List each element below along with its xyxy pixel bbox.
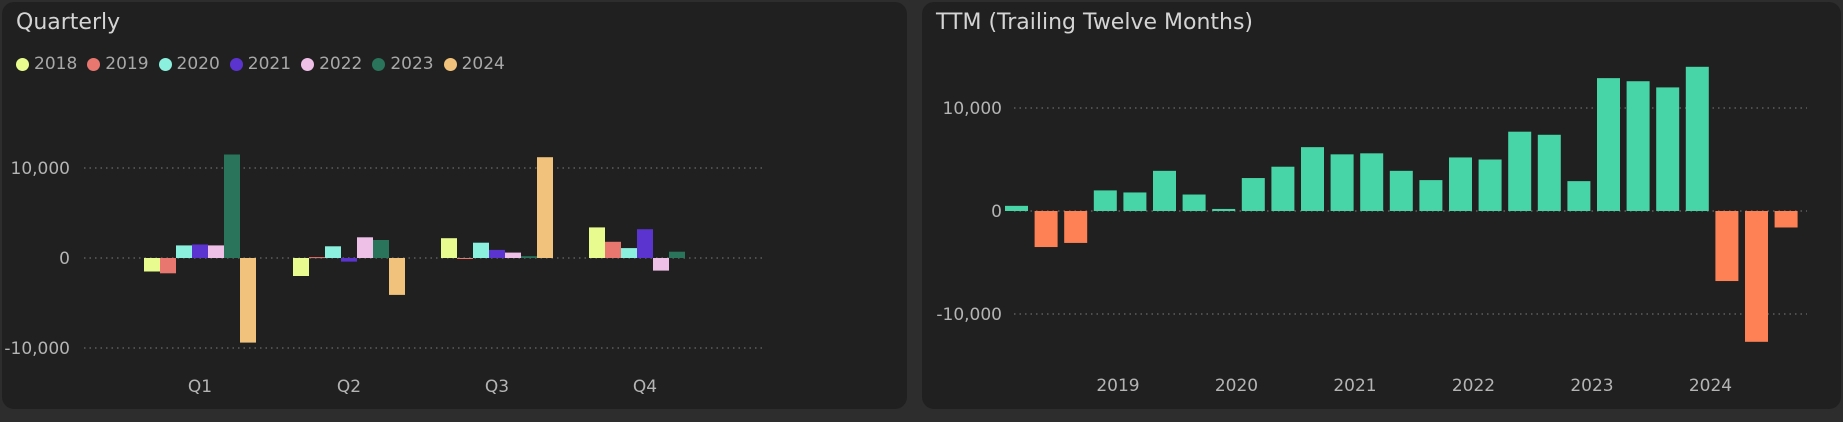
- ttm-bar: [1745, 211, 1768, 342]
- bar-2020-Q1: [176, 245, 192, 258]
- ttm-bar: [1093, 190, 1117, 211]
- x-tick-label: Q4: [633, 377, 657, 397]
- bar-2022-Q3: [505, 252, 521, 258]
- bar-2024-Q3: [537, 157, 553, 258]
- quarterly-legend[interactable]: 2018 2019 2020 2021 2022 2023 2024: [16, 54, 515, 74]
- bar-2019-Q4: [605, 241, 621, 258]
- ttm-bar: [1715, 211, 1739, 282]
- legend-label: 2022: [319, 54, 363, 74]
- ttm-panel: TTM (Trailing Twelve Months) -10,000 0 10,…: [922, 2, 1841, 409]
- ttm-bar: [1537, 134, 1561, 211]
- bar-2021-Q4: [637, 229, 653, 258]
- bar-2018-Q1: [144, 258, 160, 272]
- bar-2018-Q2: [293, 258, 309, 276]
- legend-swatch: [372, 57, 386, 71]
- bar-2022-Q1: [208, 245, 224, 258]
- ttm-bar-chart: -10,000 0 10,000 2019 2020 2021 2022 2023 2024: [936, 66, 1807, 396]
- ttm-bar: [1478, 159, 1502, 211]
- y-tick-label: 10,000: [11, 159, 70, 179]
- bar-2023-Q3: [521, 256, 537, 258]
- bar-2023-Q1: [224, 154, 240, 258]
- legend-swatch: [443, 57, 457, 71]
- legend-item-2024[interactable]: 2024: [443, 54, 505, 74]
- y-tick-label: 0: [991, 202, 1002, 222]
- ttm-bar: [1685, 66, 1709, 211]
- x-tick-label: 2023: [1570, 376, 1613, 396]
- bar-2021-Q2: [341, 258, 357, 262]
- legend-item-2022[interactable]: 2022: [301, 54, 362, 74]
- quarterly-title: Quarterly: [16, 10, 121, 35]
- x-tick-label: 2020: [1215, 376, 1258, 396]
- legend-item-2018[interactable]: 2018: [16, 54, 77, 74]
- legend-item-2023[interactable]: 2023: [372, 54, 434, 74]
- legend-swatch: [16, 57, 29, 71]
- ttm-bar: [1241, 178, 1265, 211]
- ttm-bar: [1212, 208, 1236, 211]
- legend-item-2020[interactable]: 2020: [158, 54, 220, 74]
- ttm-bar: [1123, 192, 1147, 211]
- bar-2022-Q4: [653, 258, 669, 271]
- bar-2024-Q2: [389, 258, 405, 295]
- ttm-title: TTM (Trailing Twelve Months): [936, 10, 1254, 35]
- legend-label: 2023: [390, 54, 434, 74]
- bar-2024-Q1: [240, 258, 256, 343]
- ttm-bar: [1034, 211, 1058, 248]
- bar-2023-Q4: [669, 251, 685, 258]
- ttm-bar: [1774, 211, 1798, 228]
- ttm-bar: [1360, 153, 1384, 211]
- x-tick-label: Q2: [337, 377, 361, 397]
- bar-2019-Q2: [309, 257, 325, 259]
- legend-item-2019[interactable]: 2019: [87, 54, 149, 74]
- bar-2021-Q1: [192, 244, 208, 258]
- y-tick-label: -10,000: [4, 339, 70, 359]
- quarterly-panel: Quarterly 2018 2019 2020 2021 2022 2023 2024 -…: [2, 2, 907, 409]
- x-tick-label: 2022: [1452, 376, 1495, 396]
- y-tick-label: -10,000: [936, 305, 1002, 325]
- bar-2019-Q1: [160, 258, 176, 274]
- legend-swatch: [158, 57, 172, 71]
- ttm-bar: [1271, 166, 1295, 211]
- legend-label: 2018: [34, 54, 78, 74]
- bar-2022-Q2: [357, 237, 373, 258]
- ttm-bar: [1301, 147, 1324, 211]
- legend-label: 2024: [461, 54, 505, 74]
- ttm-bar: [1656, 87, 1680, 211]
- ttm-bar: [1153, 170, 1176, 211]
- bar-2019-Q3: [457, 258, 473, 259]
- bar-2020-Q2: [325, 246, 341, 258]
- ttm-bar: [1064, 211, 1088, 243]
- bar-2023-Q2: [373, 240, 389, 258]
- legend-label: 2019: [105, 54, 149, 74]
- ttm-bar: [1389, 170, 1413, 211]
- ttm-bar: [1419, 180, 1443, 211]
- bar-2018-Q4: [589, 227, 605, 258]
- x-tick-label: 2024: [1689, 376, 1732, 396]
- ttm-bar: [1330, 154, 1354, 211]
- bar-2020-Q4: [621, 248, 637, 258]
- quarterly-bar-chart: -10,000 0 10,000 Q1 Q2 Q3 Q4: [4, 154, 762, 397]
- ttm-bar: [1449, 157, 1472, 211]
- bar-2018-Q3: [441, 238, 457, 258]
- y-tick-label: 10,000: [943, 99, 1002, 119]
- x-tick-label: 2021: [1333, 376, 1376, 396]
- ttm-bar: [1626, 81, 1650, 211]
- x-tick-label: Q1: [188, 377, 212, 397]
- legend-label: 2020: [176, 54, 220, 74]
- ttm-bar: [1597, 78, 1620, 211]
- x-tick-label: 2019: [1096, 376, 1139, 396]
- legend-swatch: [229, 57, 243, 71]
- ttm-bar: [1567, 181, 1591, 211]
- legend-swatch: [301, 57, 315, 71]
- y-tick-label: 0: [59, 249, 70, 269]
- legend-swatch: [87, 57, 101, 71]
- ttm-bar: [1005, 205, 1028, 211]
- bar-2020-Q3: [473, 242, 489, 258]
- ttm-bar: [1508, 131, 1532, 211]
- legend-label: 2021: [247, 54, 292, 74]
- legend-item-2021[interactable]: 2021: [229, 54, 292, 74]
- bar-2021-Q3: [489, 249, 505, 258]
- ttm-bar: [1182, 194, 1206, 211]
- x-tick-label: Q3: [485, 377, 509, 397]
